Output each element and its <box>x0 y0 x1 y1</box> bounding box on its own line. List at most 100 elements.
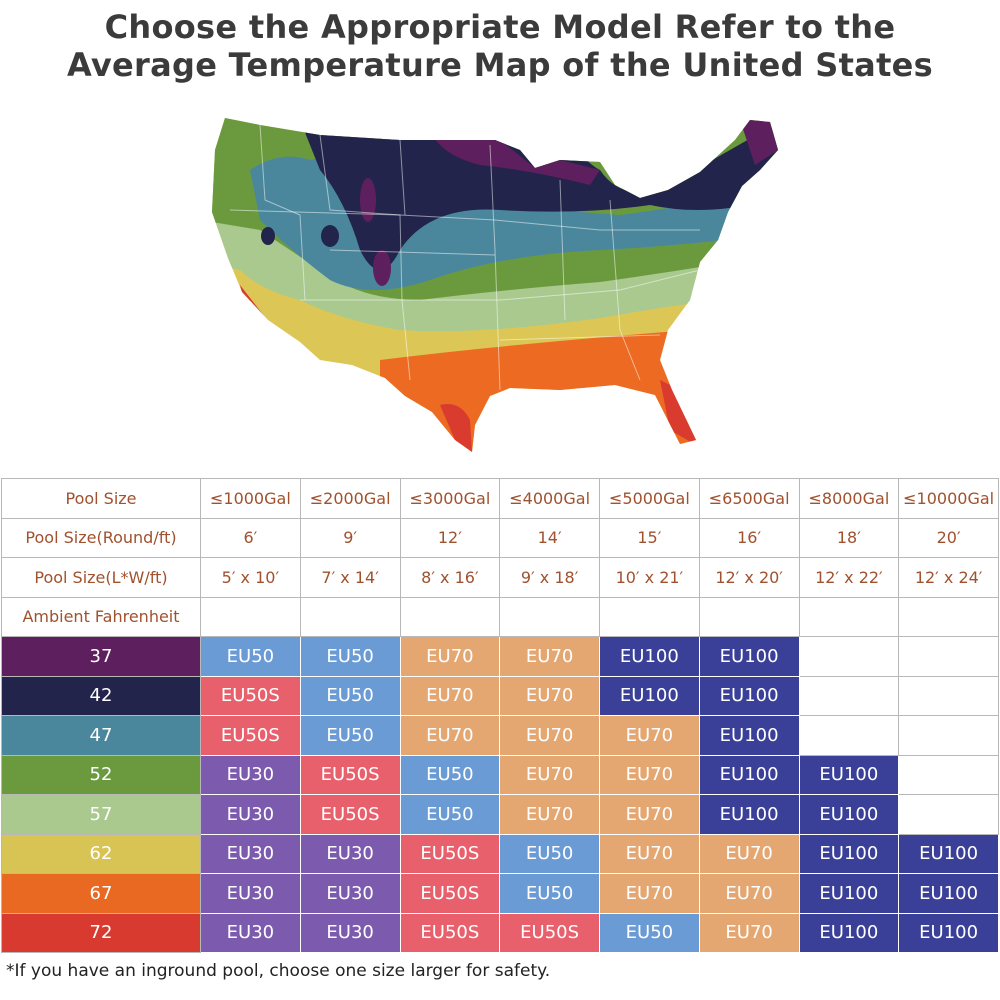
model-cell: EU100 <box>698 675 800 716</box>
header-cell: 9′ <box>299 517 401 558</box>
temperature-row: 67 EU30 EU30 EU50S EU50 EU70 EU70 EU100 EU100 <box>1 873 999 914</box>
model-cell: EU100 <box>599 675 700 716</box>
model-cell: EU50 <box>299 675 401 716</box>
header-label: Pool Size(L*W/ft) <box>1 557 201 598</box>
empty-cell <box>798 636 900 677</box>
model-cell: EU50 <box>399 794 501 835</box>
model-cell: EU50 <box>499 833 600 874</box>
model-cell: EU50S <box>200 715 301 756</box>
header-cell <box>898 596 999 637</box>
model-cell: EU70 <box>499 794 600 835</box>
model-cell: EU50 <box>599 912 700 953</box>
header-cell: 12′ x 20′ <box>698 557 800 598</box>
model-cell: EU100 <box>599 636 700 677</box>
model-cell: EU30 <box>200 754 301 795</box>
state-borders <box>229 124 701 391</box>
temperature-row: 37 EU50 EU50 EU70 EU70 EU100 EU100 <box>1 636 999 677</box>
page-title: Choose the Appropriate Model Refer to th… <box>0 8 1000 84</box>
model-cell: EU100 <box>898 873 999 914</box>
header-cell <box>499 596 600 637</box>
model-cell: EU100 <box>798 833 900 874</box>
model-cell: EU70 <box>399 715 501 756</box>
temperature-row: 52 EU30 EU50S EU50 EU70 EU70 EU100 EU100 <box>1 754 999 795</box>
temperature-label: 37 <box>1 636 201 677</box>
header-cell <box>599 596 700 637</box>
zone-42-oregon <box>261 227 275 245</box>
model-cell: EU100 <box>698 754 800 795</box>
header-label: Pool Size(Round/ft) <box>1 517 201 558</box>
model-cell: EU70 <box>599 873 700 914</box>
empty-cell <box>898 754 999 795</box>
header-cell: ≤2000Gal <box>299 478 401 519</box>
header-row: Pool Size(L*W/ft) 5′ x 10′ 7′ x 14′ 8′ x 16… <box>1 557 999 598</box>
model-cell: EU70 <box>698 833 800 874</box>
model-selection-table: Pool Size ≤1000Gal ≤2000Gal ≤3000Gal ≤4000Ga… <box>1 478 999 953</box>
model-cell: EU70 <box>499 754 600 795</box>
model-cell: EU100 <box>798 754 900 795</box>
temperature-label: 57 <box>1 794 201 835</box>
model-cell: EU70 <box>399 636 501 677</box>
header-cell <box>399 596 501 637</box>
empty-cell <box>898 715 999 756</box>
model-cell: EU50 <box>200 636 301 677</box>
model-cell: EU70 <box>599 754 700 795</box>
footnote: *If you have an inground pool, choose on… <box>6 961 551 981</box>
model-cell: EU50S <box>200 675 301 716</box>
header-cell: ≤5000Gal <box>599 478 700 519</box>
zone-37-maine <box>740 120 778 165</box>
temperature-label: 67 <box>1 873 201 914</box>
model-cell: EU70 <box>499 636 600 677</box>
model-cell: EU70 <box>599 794 700 835</box>
model-cell: EU100 <box>698 636 800 677</box>
model-cell: EU50S <box>299 794 401 835</box>
empty-cell <box>798 675 900 716</box>
empty-cell <box>898 794 999 835</box>
header-cell: 20′ <box>898 517 999 558</box>
model-cell: EU100 <box>898 833 999 874</box>
model-cell: EU70 <box>499 675 600 716</box>
header-row: Pool Size ≤1000Gal ≤2000Gal ≤3000Gal ≤4000Ga… <box>1 478 999 519</box>
temperature-row: 47 EU50S EU50 EU70 EU70 EU70 EU100 <box>1 715 999 756</box>
model-cell: EU100 <box>798 912 900 953</box>
model-cell: EU50 <box>399 754 501 795</box>
model-cell: EU70 <box>698 873 800 914</box>
model-cell: EU30 <box>200 794 301 835</box>
model-cell: EU30 <box>299 873 401 914</box>
model-cell: EU30 <box>200 833 301 874</box>
model-cell: EU30 <box>299 912 401 953</box>
model-cell: EU30 <box>200 912 301 953</box>
temperature-row: 62 EU30 EU30 EU50S EU50 EU70 EU70 EU100 EU100 <box>1 833 999 874</box>
model-cell: EU100 <box>698 794 800 835</box>
header-cell <box>200 596 301 637</box>
model-cell: EU70 <box>698 912 800 953</box>
title-line-2: Average Temperature Map of the United St… <box>66 46 934 84</box>
header-label: Ambient Fahrenheit <box>1 596 201 637</box>
temperature-row: 42 EU50S EU50 EU70 EU70 EU100 EU100 <box>1 675 999 716</box>
temperature-label: 72 <box>1 912 201 953</box>
model-cell: EU70 <box>499 715 600 756</box>
header-cell: 6′ <box>200 517 301 558</box>
model-cell: EU50 <box>299 636 401 677</box>
us-temperature-map <box>212 118 778 452</box>
header-cell <box>798 596 900 637</box>
header-cell: 12′ x 22′ <box>798 557 900 598</box>
temperature-label: 62 <box>1 833 201 874</box>
temperature-label: 52 <box>1 754 201 795</box>
model-cell: EU50S <box>399 873 501 914</box>
header-cell: ≤8000Gal <box>798 478 900 519</box>
zone-37-colorado <box>373 250 391 286</box>
zone-42-idaho <box>321 225 339 247</box>
header-row: Ambient Fahrenheit <box>1 596 999 637</box>
model-cell: EU70 <box>599 715 700 756</box>
header-row: Pool Size(Round/ft) 6′ 9′ 12′ 14′ 15′ 16′ 18′ 20… <box>1 517 999 558</box>
model-cell: EU100 <box>798 873 900 914</box>
model-cell: EU50S <box>299 754 401 795</box>
zone-72-texas <box>440 404 472 452</box>
model-cell: EU100 <box>698 715 800 756</box>
zone-42 <box>300 118 778 270</box>
header-cell: ≤1000Gal <box>200 478 301 519</box>
model-cell: EU50S <box>499 912 600 953</box>
model-cell: EU100 <box>798 794 900 835</box>
temperature-label: 47 <box>1 715 201 756</box>
header-cell: 18′ <box>798 517 900 558</box>
